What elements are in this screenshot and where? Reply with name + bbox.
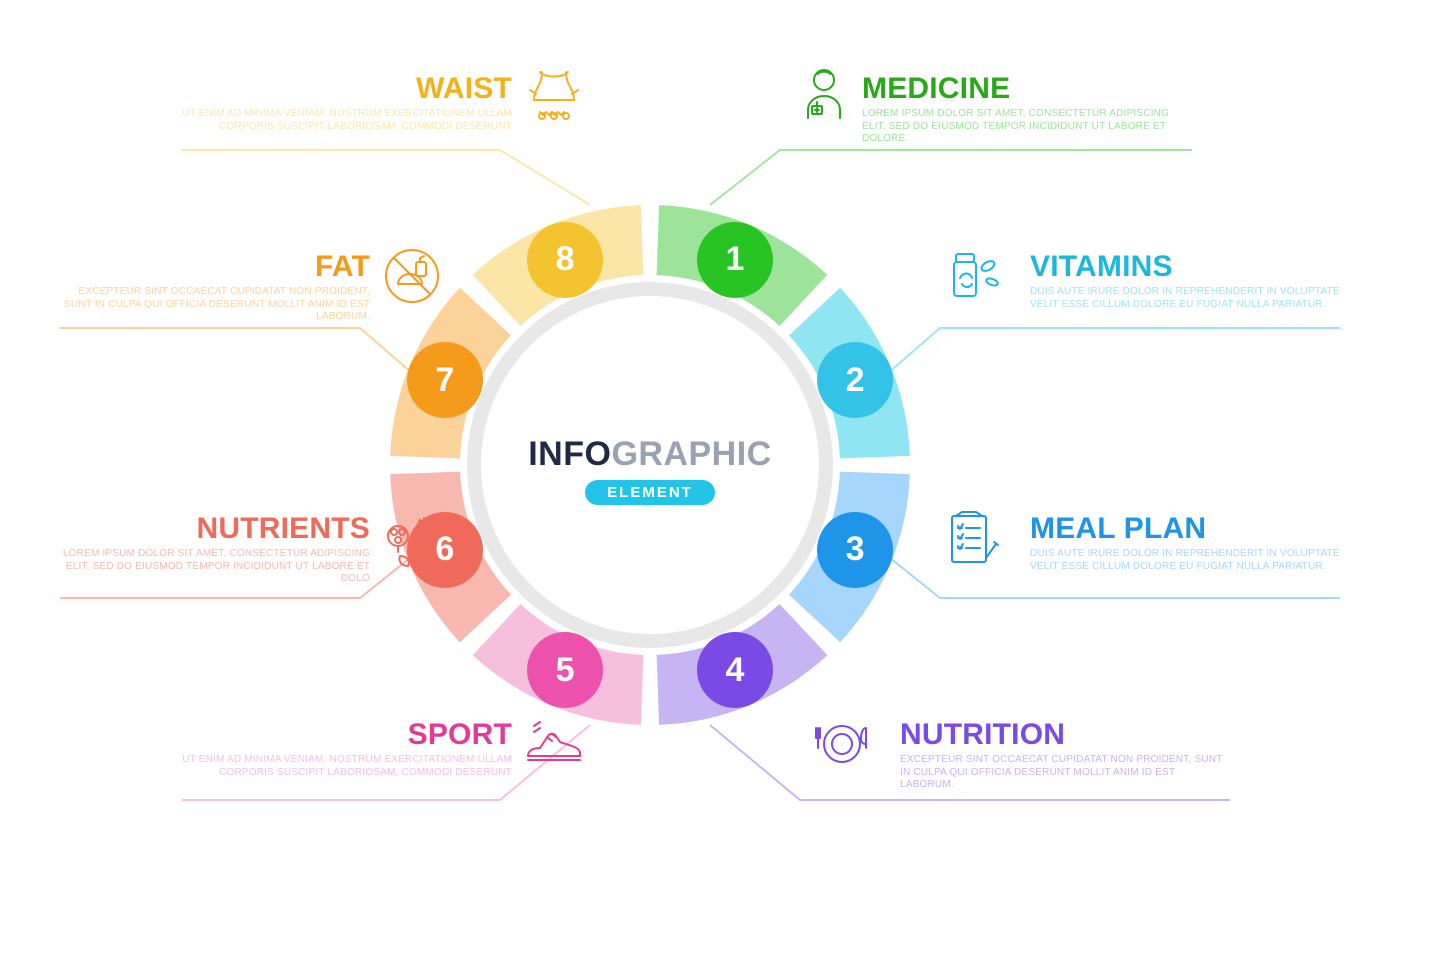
callout-4: NUTRITION EXCEPTEUR SINT OCCAECAT CUPIDAT…: [900, 720, 1230, 792]
segment-number-5: 5: [527, 632, 603, 708]
sneaker-icon: [522, 712, 586, 781]
callout-desc: DUIS AUTE IRURE DOLOR IN REPREHENDERIT I…: [1030, 548, 1340, 573]
callout-title: NUTRIENTS: [60, 514, 370, 544]
callout-title: NUTRITION: [900, 720, 1230, 750]
segment-number-2: 2: [817, 342, 893, 418]
callout-8: WAIST UT ENIM AD MINIMA VENIAM, NOSTRUM E…: [182, 74, 512, 133]
segment-number-7: 7: [407, 342, 483, 418]
veggies-icon: [380, 508, 444, 577]
callout-desc: DUIS AUTE IRURE DOLOR IN REPREHENDERIT I…: [1030, 286, 1340, 311]
callout-title: FAT: [60, 252, 370, 282]
segment-number-3: 3: [817, 512, 893, 588]
checklist-icon: [942, 508, 1006, 577]
callout-5: SPORT UT ENIM AD MINIMA VENIAM, NOSTRUM E…: [182, 720, 512, 779]
callout-title: SPORT: [182, 720, 512, 750]
center-badge: ELEMENT: [585, 480, 715, 505]
segment-number-4: 4: [697, 632, 773, 708]
center-title-prefix: INFO: [528, 435, 611, 473]
doctor-icon: [792, 64, 856, 133]
callout-desc: LOREM IPSUM DOLOR SIT AMET, CONSECTETUR …: [60, 548, 370, 586]
callout-desc: LOREM IPSUM DOLOR SIT AMET, CONSECTETUR …: [862, 108, 1192, 146]
callout-1: MEDICINE LOREM IPSUM DOLOR SIT AMET, CONS…: [862, 74, 1192, 146]
vitamins-icon: [942, 244, 1006, 313]
waist-icon: [522, 64, 586, 133]
ring-svg: [0, 0, 1448, 980]
callout-2: VITAMINS DUIS AUTE IRURE DOLOR IN REPREHE…: [1030, 252, 1340, 311]
infographic-stage: INFOGRAPHIC ELEMENT 12345678MEDICINELORE…: [0, 0, 1448, 980]
callout-title: MEDICINE: [862, 74, 1192, 104]
center-title: INFOGRAPHIC: [480, 435, 820, 474]
callout-desc: UT ENIM AD MINIMA VENIAM, NOSTRUM EXERCI…: [182, 108, 512, 133]
callout-title: VITAMINS: [1030, 252, 1340, 282]
segment-number-8: 8: [527, 222, 603, 298]
plate-icon: [810, 712, 874, 781]
callout-desc: EXCEPTEUR SINT OCCAECAT CUPIDATAT NON PR…: [900, 754, 1230, 792]
no-food-icon: [380, 244, 444, 313]
callout-title: MEAL PLAN: [1030, 514, 1340, 544]
callout-title: WAIST: [182, 74, 512, 104]
callout-desc: EXCEPTEUR SINT OCCAECAT CUPIDATAT NON PR…: [60, 286, 370, 324]
callout-7: FAT EXCEPTEUR SINT OCCAECAT CUPIDATAT NON…: [60, 252, 370, 324]
segment-number-1: 1: [697, 222, 773, 298]
center-title-suffix: GRAPHIC: [611, 435, 771, 473]
center-label: INFOGRAPHIC ELEMENT: [480, 435, 820, 505]
callout-6: NUTRIENTS LOREM IPSUM DOLOR SIT AMET, CON…: [60, 514, 370, 586]
callout-3: MEAL PLAN DUIS AUTE IRURE DOLOR IN REPREH…: [1030, 514, 1340, 573]
callout-desc: UT ENIM AD MINIMA VENIAM, NOSTRUM EXERCI…: [182, 754, 512, 779]
